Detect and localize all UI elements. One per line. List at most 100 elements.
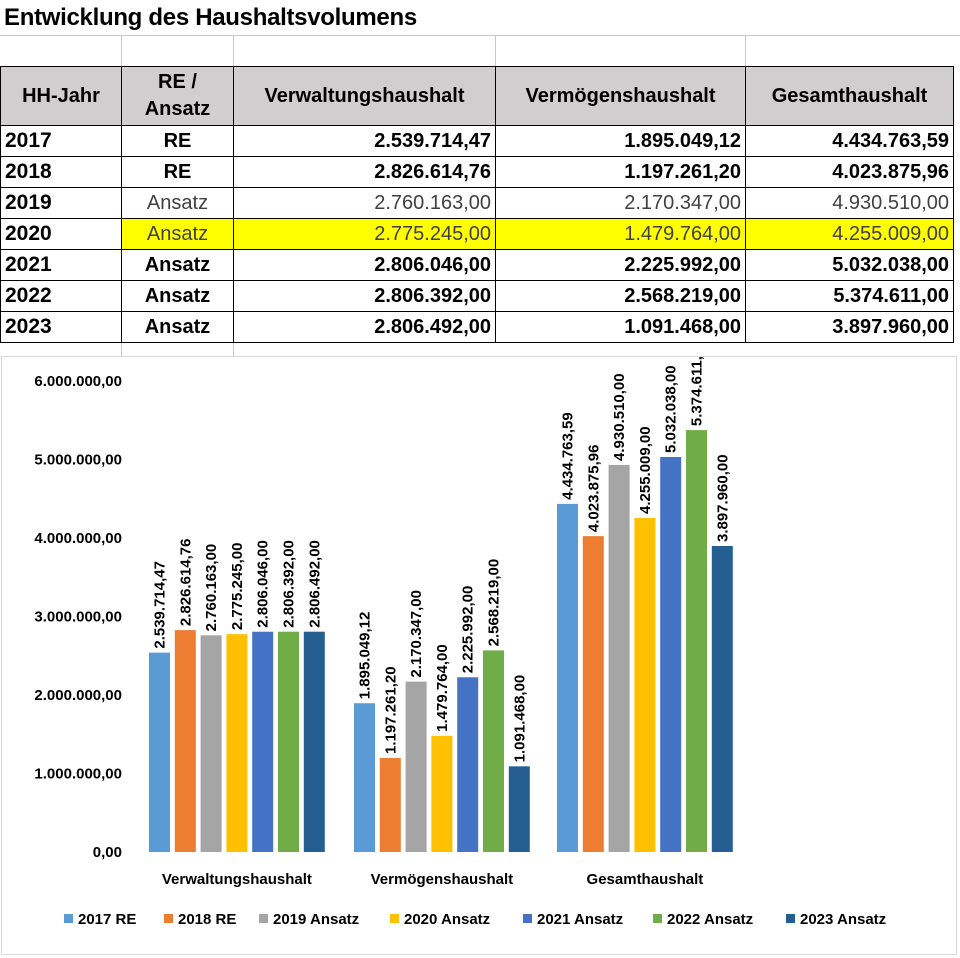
chart-container: 0,00 1.000.000,00 2.000.000,00 3.000.000,00… [1, 356, 957, 955]
bar-2018-re [379, 758, 401, 852]
cell-vermoegen: 2.225.992,00 [495, 249, 746, 281]
table-row: 2022 Ansatz 2.806.392,00 2.568.219,00 5.… [0, 280, 954, 312]
legend-swatch [259, 914, 268, 923]
sheet-gridline [233, 35, 234, 66]
x-category-label: Vermögenshaushalt [371, 871, 514, 888]
data-label: 2.826.614,76 [177, 539, 194, 627]
data-label: 2.806.492,00 [306, 540, 323, 628]
header-verwaltungshaushalt: Verwaltungshaushalt [233, 66, 496, 126]
y-tick-label: 6.000.000,00 [34, 373, 122, 390]
legend-label: 2017 RE [78, 911, 136, 928]
cell-verwaltung: 2.806.392,00 [233, 280, 496, 312]
cell-verwaltung: 2.775.245,00 [233, 218, 496, 250]
sheet-gridline [233, 340, 234, 356]
data-label: 4.930.510,00 [611, 373, 628, 461]
cell-year: 2019 [0, 187, 122, 219]
cell-verwaltung: 2.806.492,00 [233, 311, 496, 343]
sheet-gridline [495, 35, 496, 66]
bar-2022-ansatz [483, 650, 504, 852]
y-tick-label: 0,00 [93, 844, 122, 861]
legend-label: 2019 Ansatz [273, 911, 359, 928]
table-row: 2023 Ansatz 2.806.492,00 1.091.468,00 3.… [0, 311, 954, 343]
cell-vermoegen: 1.091.468,00 [495, 311, 746, 343]
bar-chart: 0,00 1.000.000,00 2.000.000,00 3.000.000,00… [34, 357, 886, 928]
legend-swatch [523, 914, 532, 923]
bar-2023-ansatz [711, 546, 733, 852]
bar-2019-ansatz [200, 635, 222, 852]
header-re-ansatz: RE / Ansatz [121, 66, 234, 126]
cell-year: 2018 [0, 156, 122, 188]
bar-2017-re [354, 703, 375, 852]
cell-verwaltung: 2.826.614,76 [233, 156, 496, 188]
y-tick-label: 2.000.000,00 [34, 687, 122, 704]
cell-year: 2022 [0, 280, 122, 312]
table-row-highlighted: 2020 Ansatz 2.775.245,00 1.479.764,00 4.… [0, 218, 954, 250]
data-label: 2.225.992,00 [460, 586, 477, 674]
header-vermoegenshaushalt: Vermögenshaushalt [495, 66, 746, 126]
cell-gesamt: 5.032.038,00 [745, 249, 954, 281]
data-label: 2.806.392,00 [281, 540, 298, 628]
cell-type: RE [121, 156, 234, 188]
legend-label: 2021 Ansatz [537, 911, 623, 928]
cell-type: Ansatz [121, 249, 234, 281]
bar-2021-ansatz [457, 677, 479, 852]
bar-2018-re [582, 536, 604, 852]
cell-vermoegen: 2.568.219,00 [495, 280, 746, 312]
cell-verwaltung: 2.760.163,00 [233, 187, 496, 219]
sheet-gridline [121, 340, 122, 356]
x-category-label: Verwaltungshaushalt [162, 871, 312, 888]
cell-type: RE [121, 125, 234, 157]
cell-type: Ansatz [121, 280, 234, 312]
data-label: 1.895.049,12 [357, 612, 374, 700]
data-label: 4.255.009,00 [637, 426, 654, 514]
bar-2019-ansatz [405, 681, 427, 852]
cell-gesamt: 4.930.510,00 [745, 187, 954, 219]
cell-gesamt: 5.374.611,00 [745, 280, 954, 312]
bar-2023-ansatz [508, 766, 530, 852]
legend-label: 2022 Ansatz [667, 911, 753, 928]
sheet-gridline [745, 35, 746, 66]
data-label: 2.568.219,00 [486, 559, 503, 647]
data-label: 2.170.347,00 [408, 590, 425, 678]
data-label: 1.197.261,20 [382, 666, 399, 754]
y-tick-label: 3.000.000,00 [34, 609, 122, 626]
header-re-line1: RE / [158, 71, 197, 93]
sheet-title: Entwicklung des Haushaltsvolumens [4, 4, 417, 31]
legend-label: 2023 Ansatz [800, 911, 886, 928]
bar-2020-ansatz [634, 517, 656, 852]
cell-vermoegen: 1.479.764,00 [495, 218, 746, 250]
cell-vermoegen: 1.197.261,20 [495, 156, 746, 188]
header-re-line2: Ansatz [144, 98, 211, 120]
bar-2017-re [149, 652, 170, 852]
cell-type: Ansatz [121, 311, 234, 343]
cell-year: 2023 [0, 311, 122, 343]
table-row: 2017 RE 2.539.714,47 1.895.049,12 4.434.… [0, 125, 954, 157]
y-tick-label: 4.000.000,00 [34, 530, 122, 547]
header-gesamthaushalt: Gesamthaushalt [745, 66, 954, 126]
table-row: 2021 Ansatz 2.806.046,00 2.225.992,00 5.… [0, 249, 954, 281]
legend-label: 2018 RE [178, 911, 236, 928]
data-label: 4.434.763,59 [560, 412, 577, 500]
cell-verwaltung: 2.806.046,00 [233, 249, 496, 281]
legend-swatch [64, 914, 73, 923]
data-label: 2.806.046,00 [255, 540, 272, 628]
cell-vermoegen: 1.895.049,12 [495, 125, 746, 157]
bar-2021-ansatz [660, 456, 682, 852]
cell-year: 2017 [0, 125, 122, 157]
budget-table: HH-Jahr RE / Ansatz Verwaltungshaushalt … [0, 66, 954, 343]
bar-2018-re [174, 630, 196, 852]
x-category-label: Gesamthaushalt [587, 871, 704, 888]
bar-2022-ansatz [278, 631, 299, 852]
cell-gesamt: 4.434.763,59 [745, 125, 954, 157]
data-label: 4.023.875,96 [585, 445, 602, 533]
bar-2021-ansatz [252, 631, 274, 852]
y-tick-label: 5.000.000,00 [34, 452, 122, 469]
bar-2022-ansatz [686, 430, 707, 852]
table-header-row: HH-Jahr RE / Ansatz Verwaltungshaushalt … [0, 66, 954, 126]
data-label: 2.760.163,00 [203, 544, 220, 632]
data-label: 2.775.245,00 [229, 543, 246, 631]
sheet-gridline [121, 35, 122, 66]
legend-swatch [390, 914, 399, 923]
cell-gesamt: 4.255.009,00 [745, 218, 954, 250]
sheet-gridline [0, 35, 960, 36]
